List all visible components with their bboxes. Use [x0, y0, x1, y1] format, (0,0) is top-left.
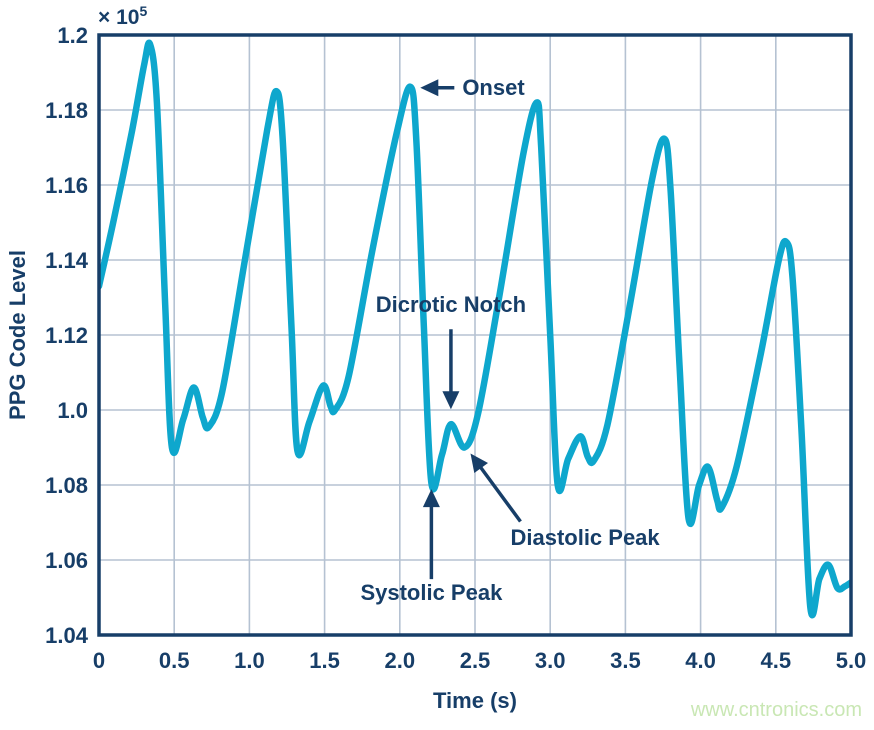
- x-tick-label: 0: [93, 648, 105, 673]
- annotation-arrow-shaft: [474, 460, 522, 523]
- y-tick-label: 1.14: [45, 248, 89, 273]
- y-axis-multiplier-base: × 10: [98, 6, 140, 29]
- y-tick-label: 1.0: [57, 398, 88, 423]
- watermark: www.cntronics.com: [690, 699, 862, 721]
- annotation-arrowhead: [470, 453, 488, 473]
- x-tick-label: 1.5: [309, 648, 340, 673]
- annotation-arrowhead: [422, 489, 440, 508]
- y-tick-label: 1.16: [45, 173, 88, 198]
- y-axis-multiplier: × 105: [98, 3, 147, 30]
- x-tick-label: 1.0: [234, 648, 265, 673]
- y-tick-label: 1.04: [45, 623, 89, 648]
- x-tick-label: 0.5: [159, 648, 190, 673]
- x-tick-label: 3.0: [535, 648, 566, 673]
- y-tick-label: 1.12: [45, 323, 88, 348]
- y-tick-label: 1.06: [45, 548, 88, 573]
- plot-border: [97, 33, 853, 637]
- annotation-arrowhead: [420, 79, 439, 97]
- x-tick-label: 4.0: [685, 648, 716, 673]
- annotation-onset-label: Onset: [462, 74, 525, 100]
- x-tick-label: 4.5: [761, 648, 792, 673]
- y-axis-multiplier-exponent: 5: [139, 3, 148, 19]
- annotation-diastolic-peak-label: Diastolic Peak: [510, 524, 660, 550]
- x-tick-label: 3.5: [610, 648, 641, 673]
- y-axis-title: PPG Code Level: [5, 250, 30, 420]
- x-tick-label: 2.5: [460, 648, 491, 673]
- x-axis-title: Time (s): [433, 688, 517, 713]
- x-tick-label: 5.0: [836, 648, 867, 673]
- x-tick-label: 2.0: [385, 648, 416, 673]
- annotation-systolic-peak-label: Systolic Peak: [360, 580, 503, 606]
- y-tick-label: 1.2: [57, 23, 88, 48]
- y-tick-label: 1.08: [45, 473, 88, 498]
- ppg-signal-curve: [99, 39, 851, 619]
- annotation-dicrotic-notch-label: Dicrotic Notch: [375, 292, 527, 318]
- annotation-arrowhead: [442, 391, 460, 410]
- y-tick-label: 1.18: [45, 98, 88, 123]
